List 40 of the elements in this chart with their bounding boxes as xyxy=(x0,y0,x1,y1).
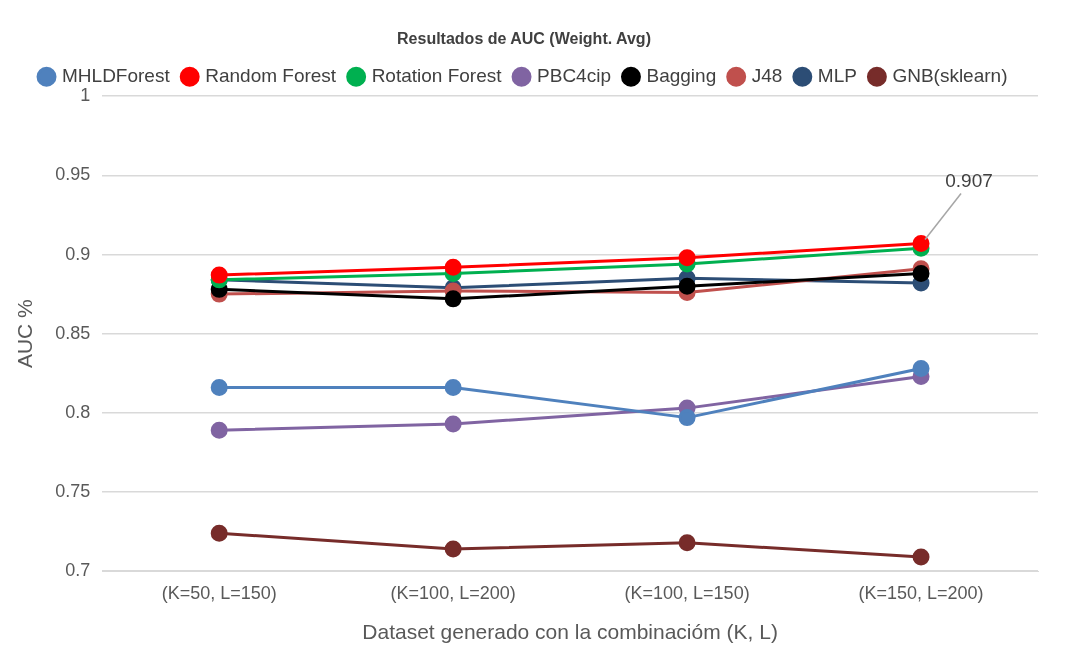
point xyxy=(210,379,228,397)
legend-label: Rotation Forest xyxy=(371,64,503,86)
point xyxy=(912,548,930,566)
legend-label: MLP xyxy=(817,64,857,86)
x-axis-title: Dataset generado con la combinacióm (K, L) xyxy=(362,620,778,644)
legend-label: PBC4cip xyxy=(537,64,611,86)
y-tick-label: 0.75 xyxy=(55,481,91,501)
y-tick-label: 0.8 xyxy=(65,401,91,422)
point xyxy=(444,415,462,433)
x-tick-label: (K=50, L=150) xyxy=(161,582,277,603)
point xyxy=(912,265,930,283)
legend-label: MHLDForest xyxy=(62,64,171,86)
x-tick-label: (K=150, L=200) xyxy=(858,582,984,603)
x-tick-label: (K=100, L=150) xyxy=(624,582,750,603)
point xyxy=(210,266,228,284)
legend-label: Random Forest xyxy=(205,64,337,86)
point xyxy=(912,360,930,378)
point xyxy=(678,277,696,295)
point xyxy=(444,540,462,558)
y-tick-label: 1 xyxy=(80,85,91,106)
point xyxy=(444,379,462,397)
point xyxy=(444,290,462,308)
point xyxy=(210,421,228,439)
point xyxy=(210,524,228,542)
point xyxy=(678,249,696,267)
x-tick-label: (K=100, L=200) xyxy=(390,582,516,603)
chart-title: Resultados de AUC (Weight. Avg) xyxy=(397,30,651,48)
legend-label: GNB(sklearn) xyxy=(892,64,1008,86)
y-tick-label: 0.9 xyxy=(65,243,91,264)
legend-label: J48 xyxy=(751,64,783,86)
point xyxy=(444,258,462,276)
y-tick-label: 0.7 xyxy=(65,560,91,581)
y-tick-label: 0.85 xyxy=(55,322,91,343)
y-axis-title: AUC % xyxy=(13,299,37,369)
point xyxy=(678,409,696,427)
legend-label: Bagging xyxy=(646,64,717,86)
point xyxy=(678,534,696,552)
annotation: 0.907 xyxy=(945,170,993,192)
point xyxy=(912,234,930,252)
y-tick-label: 0.95 xyxy=(55,164,91,185)
